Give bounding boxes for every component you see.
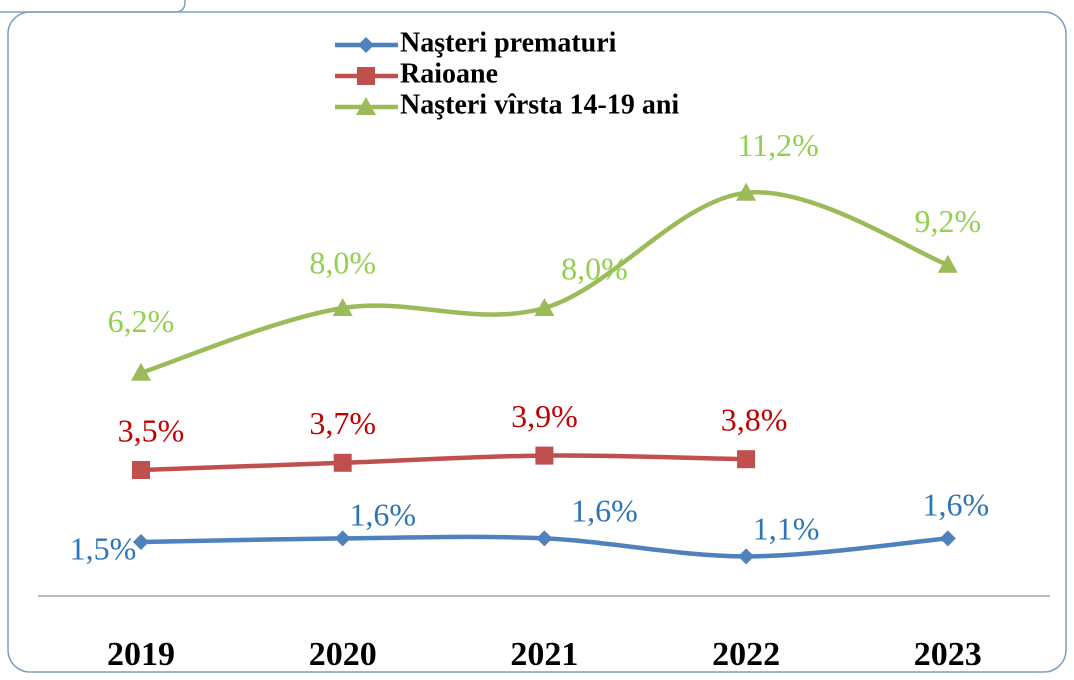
x-tick-label: 2022: [712, 636, 780, 673]
marker: [356, 97, 376, 115]
data-label: 1,6%: [349, 497, 416, 533]
data-label: 8,0%: [309, 244, 376, 280]
data-label: 8,0%: [561, 250, 628, 286]
marker: [738, 548, 755, 565]
data-label: 9,2%: [914, 203, 981, 239]
legend-label: Naşteri vîrsta 14-19 ani: [400, 89, 679, 120]
marker: [939, 530, 956, 547]
x-tick-label: 2020: [309, 636, 377, 673]
data-label: 1,6%: [571, 493, 638, 529]
marker: [535, 446, 554, 465]
marker: [333, 453, 352, 472]
x-tick-label: 2021: [510, 636, 578, 673]
marker: [736, 182, 757, 201]
marker: [536, 530, 553, 547]
frame: [7, 11, 1067, 673]
data-label: 3,7%: [309, 405, 376, 441]
marker: [737, 450, 756, 469]
series-line: [140, 190, 949, 375]
legend-label: Raioane: [400, 58, 498, 89]
x-tick-label: 2019: [107, 636, 175, 673]
legend-label: Naşteri prematuri: [400, 27, 617, 58]
series-line: [140, 453, 747, 473]
marker: [131, 362, 151, 381]
data-label: 1,5%: [70, 530, 137, 566]
data-label: 6,2%: [108, 303, 175, 339]
tab-edge: [0, 0, 186, 13]
data-label: 1,1%: [753, 511, 820, 547]
x-tick-label: 2023: [914, 636, 982, 673]
marker: [357, 67, 375, 85]
data-label: 3,8%: [721, 402, 788, 438]
marker: [133, 534, 149, 550]
marker: [534, 298, 555, 316]
marker: [332, 298, 353, 316]
data-label: 1,6%: [922, 487, 989, 523]
data-label: 3,9%: [511, 398, 578, 434]
marker: [358, 37, 374, 53]
marker: [334, 530, 351, 547]
data-label: 11,2%: [737, 127, 818, 163]
marker: [132, 461, 150, 479]
marker: [937, 254, 958, 273]
data-label: 3,5%: [118, 412, 185, 448]
